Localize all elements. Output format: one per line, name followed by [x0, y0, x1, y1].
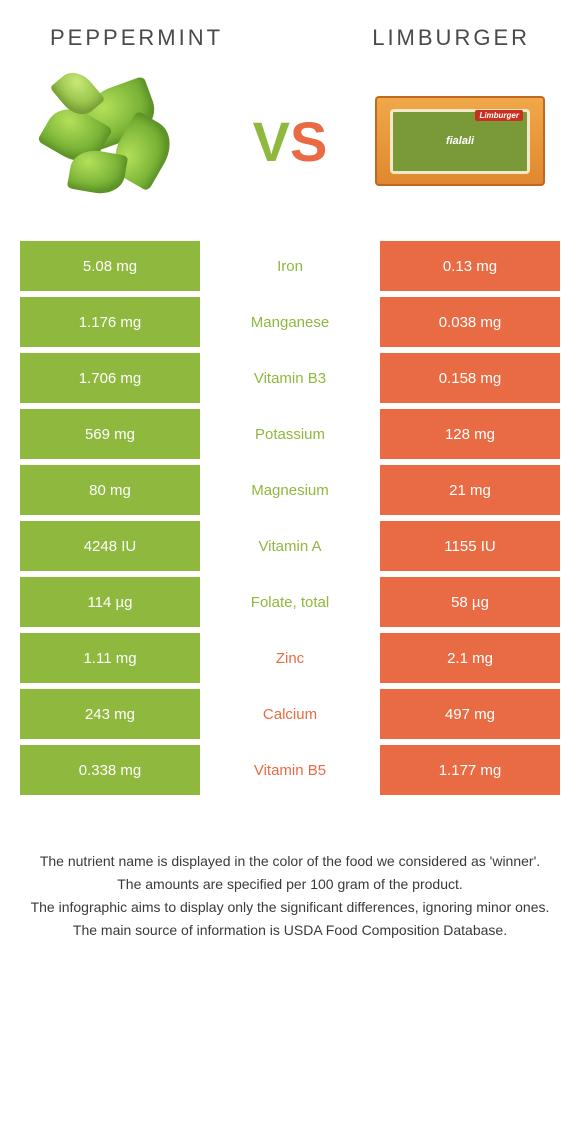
left-value: 1.706 mg	[20, 353, 200, 403]
cheese-label-text: fialali	[446, 135, 474, 147]
nutrient-name: Vitamin A	[200, 521, 380, 571]
nutrient-name: Vitamin B5	[200, 745, 380, 795]
left-value: 114 µg	[20, 577, 200, 627]
nutrient-name: Folate, total	[200, 577, 380, 627]
left-value: 80 mg	[20, 465, 200, 515]
nutrient-row: 114 µgFolate, total58 µg	[20, 577, 560, 627]
left-value: 1.11 mg	[20, 633, 200, 683]
header-titles: PEPPERMINT LIMBURGER	[0, 0, 580, 61]
images-row: VS Limburger fialali	[0, 61, 580, 241]
nutrient-row: 1.176 mgManganese0.038 mg	[20, 297, 560, 347]
nutrient-row: 0.338 mgVitamin B51.177 mg	[20, 745, 560, 795]
mint-leaves-icon	[40, 76, 200, 206]
footer-line: The infographic aims to display only the…	[30, 897, 550, 918]
vs-v: V	[253, 110, 290, 173]
cheese-box-icon: Limburger fialali	[375, 96, 545, 186]
right-value: 0.038 mg	[380, 297, 560, 347]
right-value: 497 mg	[380, 689, 560, 739]
right-value: 2.1 mg	[380, 633, 560, 683]
right-food-title: LIMBURGER	[372, 25, 530, 51]
nutrient-row: 569 mgPotassium128 mg	[20, 409, 560, 459]
nutrient-row: 1.11 mgZinc2.1 mg	[20, 633, 560, 683]
cheese-brand: Limburger	[475, 110, 523, 121]
nutrient-name: Calcium	[200, 689, 380, 739]
nutrient-name: Potassium	[200, 409, 380, 459]
nutrient-name: Zinc	[200, 633, 380, 683]
left-value: 5.08 mg	[20, 241, 200, 291]
infographic-container: PEPPERMINT LIMBURGER VS Limburger fialal…	[0, 0, 580, 963]
right-value: 0.13 mg	[380, 241, 560, 291]
nutrient-name: Magnesium	[200, 465, 380, 515]
nutrient-row: 80 mgMagnesium21 mg	[20, 465, 560, 515]
nutrient-row: 243 mgCalcium497 mg	[20, 689, 560, 739]
footer-line: The main source of information is USDA F…	[30, 920, 550, 941]
footer-notes: The nutrient name is displayed in the co…	[0, 801, 580, 963]
left-value: 243 mg	[20, 689, 200, 739]
left-food-title: PEPPERMINT	[50, 25, 223, 51]
vs-s: S	[290, 110, 327, 173]
peppermint-image	[30, 71, 210, 211]
right-value: 128 mg	[380, 409, 560, 459]
nutrient-row: 5.08 mgIron0.13 mg	[20, 241, 560, 291]
nutrient-table: 5.08 mgIron0.13 mg 1.176 mgManganese0.038…	[0, 241, 580, 795]
nutrient-name: Iron	[200, 241, 380, 291]
right-value: 58 µg	[380, 577, 560, 627]
limburger-image: Limburger fialali	[370, 71, 550, 211]
left-value: 0.338 mg	[20, 745, 200, 795]
left-value: 1.176 mg	[20, 297, 200, 347]
nutrient-name: Manganese	[200, 297, 380, 347]
nutrient-name: Vitamin B3	[200, 353, 380, 403]
right-value: 0.158 mg	[380, 353, 560, 403]
nutrient-row: 4248 IUVitamin A1155 IU	[20, 521, 560, 571]
left-value: 4248 IU	[20, 521, 200, 571]
vs-label: VS	[253, 109, 328, 174]
footer-line: The nutrient name is displayed in the co…	[30, 851, 550, 872]
nutrient-row: 1.706 mgVitamin B30.158 mg	[20, 353, 560, 403]
right-value: 21 mg	[380, 465, 560, 515]
right-value: 1.177 mg	[380, 745, 560, 795]
right-value: 1155 IU	[380, 521, 560, 571]
footer-line: The amounts are specified per 100 gram o…	[30, 874, 550, 895]
left-value: 569 mg	[20, 409, 200, 459]
